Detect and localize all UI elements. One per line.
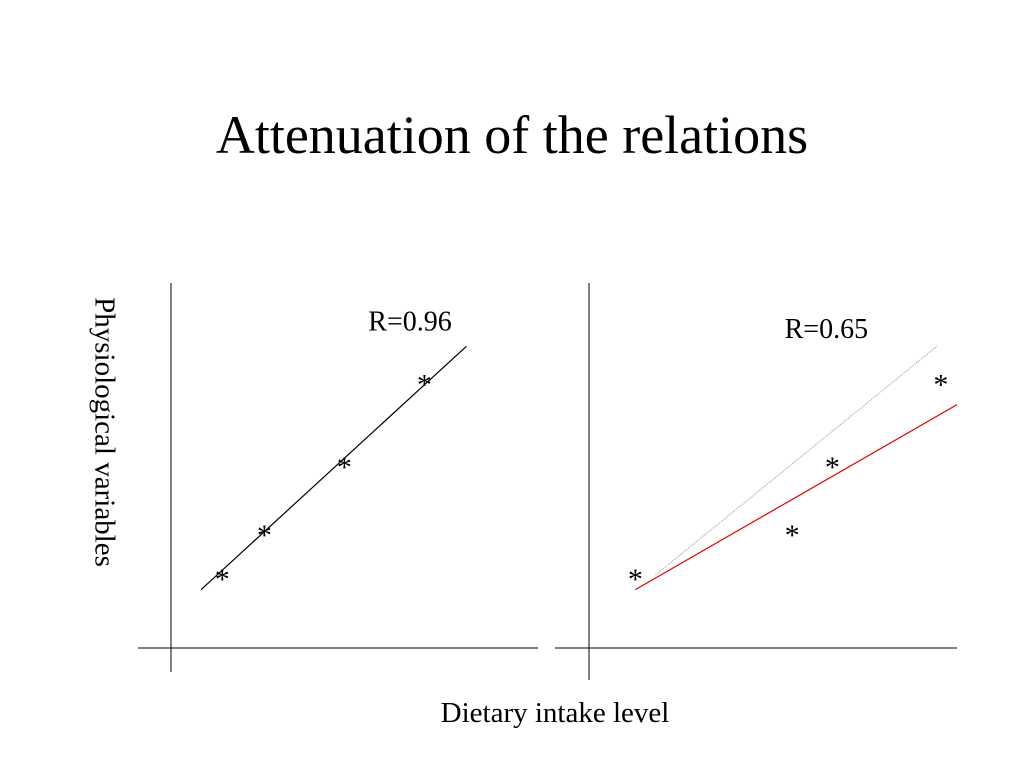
correlation-annotation: R=0.65	[785, 314, 868, 345]
data-point: *	[215, 563, 230, 596]
slide-title: Attenuation of the relations	[215, 105, 809, 165]
fit-line	[635, 404, 958, 591]
reference-line	[655, 345, 938, 576]
data-point: *	[933, 368, 948, 401]
chart-right: * * * * R=0.65	[555, 283, 958, 680]
data-point: *	[257, 519, 272, 552]
data-point: *	[417, 368, 432, 401]
data-point: *	[628, 563, 643, 596]
data-point: *	[825, 451, 840, 484]
x-axis-label: Dietary intake level	[440, 697, 670, 729]
data-point: *	[337, 451, 352, 484]
correlation-annotation: R=0.96	[368, 306, 451, 337]
chart-left: * * * * R=0.96	[138, 283, 538, 672]
fit-line	[200, 345, 467, 591]
data-point: *	[785, 519, 800, 552]
